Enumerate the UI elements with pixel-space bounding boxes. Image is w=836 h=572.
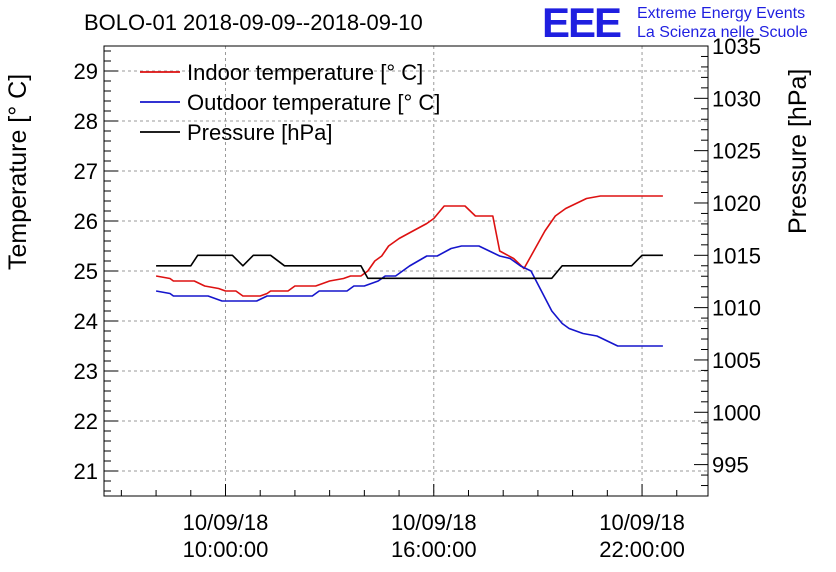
eee-logo-icon: EEE (542, 0, 622, 46)
right-tick-label: 1025 (712, 139, 761, 164)
left-tick-label: 22 (74, 409, 98, 434)
left-tick-label: 23 (74, 359, 98, 384)
left-tick-label: 26 (74, 209, 98, 234)
y-axis-label-left: Temperature [° C] (4, 73, 32, 270)
right-tick-label: 1000 (712, 400, 761, 425)
logo-line-2: La Scienza nelle Scuole (637, 24, 808, 41)
left-axis-ticks: 21 22 23 24 25 26 27 28 29 (74, 50, 118, 492)
left-tick-label: 24 (74, 309, 98, 334)
legend: Indoor temperature [° C] Outdoor temperat… (140, 60, 440, 145)
legend-label: Pressure [hPa] (187, 120, 333, 145)
series-line-1 (155, 195, 663, 297)
y-axis-label-right: Pressure [hPa] (784, 68, 812, 234)
x-axis-ticks: 10/09/1810:00:0010/09/1816:00:0010/09/18… (120, 484, 685, 562)
logo-line-1: Extreme Energy Events (637, 5, 806, 22)
x-tick-label-time: 10:00:00 (183, 537, 269, 562)
series-line-2 (155, 245, 663, 347)
right-tick-label: 995 (712, 453, 749, 478)
right-tick-label: 1020 (712, 191, 761, 216)
right-axis-ticks: 995 1000 1005 1010 1015 1020 1025 1030 1035 (694, 34, 761, 497)
left-tick-label: 25 (74, 259, 98, 284)
right-tick-label: 1015 (712, 243, 761, 268)
right-tick-label: 1010 (712, 296, 761, 321)
legend-label: Outdoor temperature [° C] (187, 90, 440, 115)
left-tick-label: 29 (74, 59, 98, 84)
x-tick-label-time: 22:00:00 (599, 537, 685, 562)
x-tick-label-date: 10/09/18 (391, 510, 477, 535)
chart-title: BOLO-01 2018-09-09--2018-09-10 (84, 10, 423, 35)
legend-label: Indoor temperature [° C] (187, 60, 423, 85)
right-tick-label: 1035 (712, 34, 761, 59)
right-tick-label: 1030 (712, 86, 761, 111)
series-line-3 (156, 254, 663, 280)
grid-lines (104, 46, 708, 496)
x-tick-label-date: 10/09/18 (599, 510, 685, 535)
left-tick-label: 21 (74, 459, 98, 484)
right-tick-label: 1005 (712, 348, 761, 373)
x-tick-label-time: 16:00:00 (391, 537, 477, 562)
x-tick-label-date: 10/09/18 (183, 510, 269, 535)
series-lines (155, 195, 663, 347)
left-tick-label: 27 (74, 159, 98, 184)
logo-text: Extreme Energy Events La Scienza nelle S… (637, 4, 808, 42)
left-tick-label: 28 (74, 109, 98, 134)
